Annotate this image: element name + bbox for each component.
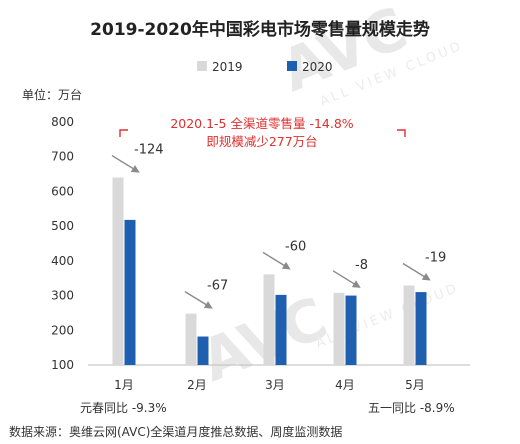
- x-tick-label: 4月: [335, 378, 355, 392]
- legend-label-2019: 2019: [212, 60, 243, 74]
- y-tick-label: 100: [51, 358, 74, 372]
- delta-arrow: [184, 291, 213, 309]
- x-axis: 1月 2月 3月 4月 5月: [114, 378, 425, 392]
- annotation: 2020.1-5 全渠道零售量 -14.8% 即规模减少277万台: [119, 116, 406, 149]
- bar-2020: [275, 294, 287, 365]
- bar-2020: [345, 295, 357, 365]
- bars: [112, 177, 427, 365]
- delta-arrow: [111, 154, 140, 173]
- x-tick-label: 3月: [265, 378, 285, 392]
- y-tick-label: 800: [51, 115, 74, 129]
- annotation-bracket-right: [397, 129, 406, 137]
- y-tick-label: 200: [51, 323, 74, 337]
- legend-label-2020: 2020: [302, 60, 333, 74]
- note-wuyi: 五一同比 -8.9%: [368, 401, 455, 415]
- x-tick-label: 1月: [114, 378, 134, 392]
- x-tick-label: 5月: [405, 378, 425, 392]
- bar-2020: [415, 292, 427, 365]
- bar-2019: [263, 274, 275, 365]
- annotation-line-1: 2020.1-5 全渠道零售量 -14.8%: [170, 116, 353, 131]
- delta-label: -8: [355, 258, 368, 273]
- y-tick-label: 600: [51, 184, 74, 198]
- y-tick-label: 500: [51, 219, 74, 233]
- legend-swatch-2020: [287, 61, 297, 71]
- y-tick-label: 700: [51, 150, 74, 164]
- delta-label: -19: [425, 251, 446, 266]
- x-tick-label: 2月: [187, 378, 207, 392]
- unit-label: 单位：万台: [22, 87, 82, 102]
- y-tick-label: 300: [51, 289, 74, 303]
- annotation-line-2: 即规模减少277万台: [206, 134, 317, 149]
- y-tick-label: 400: [51, 254, 74, 268]
- delta-labels: -124 -67 -60 -8 -19: [111, 143, 446, 309]
- legend: 2019 2020: [197, 60, 333, 74]
- bar-2019: [403, 285, 415, 365]
- bar-2019: [333, 292, 345, 365]
- bar-2020: [124, 219, 136, 365]
- bar-2019: [185, 313, 197, 365]
- delta-arrow: [332, 270, 361, 288]
- bar-2020: [197, 336, 209, 365]
- delta-label: -124: [134, 143, 164, 158]
- chart-title: 2019-2020年中国彩电市场零售量规模走势: [90, 19, 430, 40]
- delta-label: -67: [207, 279, 228, 294]
- source-note: 数据来源：奥维云网(AVC)全渠道月度推总数据、周度监测数据: [9, 424, 342, 439]
- y-axis: 100 200 300 400 500 600 700 800: [51, 115, 74, 372]
- delta-label: -60: [285, 239, 306, 254]
- delta-arrow: [262, 251, 291, 270]
- delta-arrow: [402, 262, 431, 281]
- annotation-bracket-left: [119, 129, 128, 137]
- note-yuanchun: 元春同比 -9.3%: [80, 401, 167, 415]
- bar-2019: [112, 177, 124, 365]
- legend-swatch-2019: [197, 61, 207, 71]
